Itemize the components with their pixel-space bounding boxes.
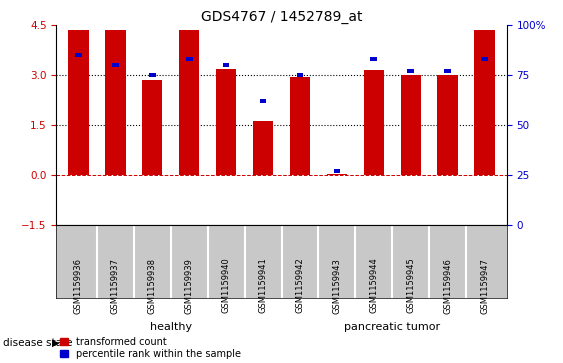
Bar [408,69,414,73]
Text: healthy: healthy [150,322,192,332]
Bar [400,75,421,175]
Text: GSM1159939: GSM1159939 [185,258,194,314]
Text: GSM1159937: GSM1159937 [111,258,120,314]
Bar [149,73,155,77]
Text: GSM1159942: GSM1159942 [296,258,305,314]
Bar [475,30,495,175]
Bar [364,70,384,175]
Bar [112,63,119,67]
Bar [105,30,126,175]
Bar [444,69,451,73]
Bar [253,121,273,175]
Bar [333,169,340,173]
Bar [68,30,88,175]
Bar [216,69,236,175]
Text: disease state: disease state [3,338,72,348]
Text: GSM1159938: GSM1159938 [148,258,157,314]
Bar [437,75,458,175]
Bar [186,57,193,61]
Text: GSM1159936: GSM1159936 [74,258,83,314]
Title: GDS4767 / 1452789_at: GDS4767 / 1452789_at [201,11,362,24]
Legend: transformed count, percentile rank within the sample: transformed count, percentile rank withi… [56,333,245,363]
Bar [297,73,303,77]
Text: ▶: ▶ [52,338,59,348]
Bar [290,77,310,175]
Text: GSM1159945: GSM1159945 [406,258,415,314]
Text: GSM1159944: GSM1159944 [369,258,378,314]
Text: GSM1159941: GSM1159941 [258,258,267,314]
Bar [75,53,82,57]
Bar [327,174,347,175]
Text: GSM1159940: GSM1159940 [222,258,231,314]
Bar [179,30,199,175]
Bar [481,57,488,61]
Text: GSM1159947: GSM1159947 [480,258,489,314]
Text: GSM1159943: GSM1159943 [332,258,341,314]
Bar [260,99,266,103]
Bar [142,80,163,175]
Bar [223,63,230,67]
Text: pancreatic tumor: pancreatic tumor [344,322,440,332]
Text: GSM1159946: GSM1159946 [443,258,452,314]
Bar [370,57,377,61]
